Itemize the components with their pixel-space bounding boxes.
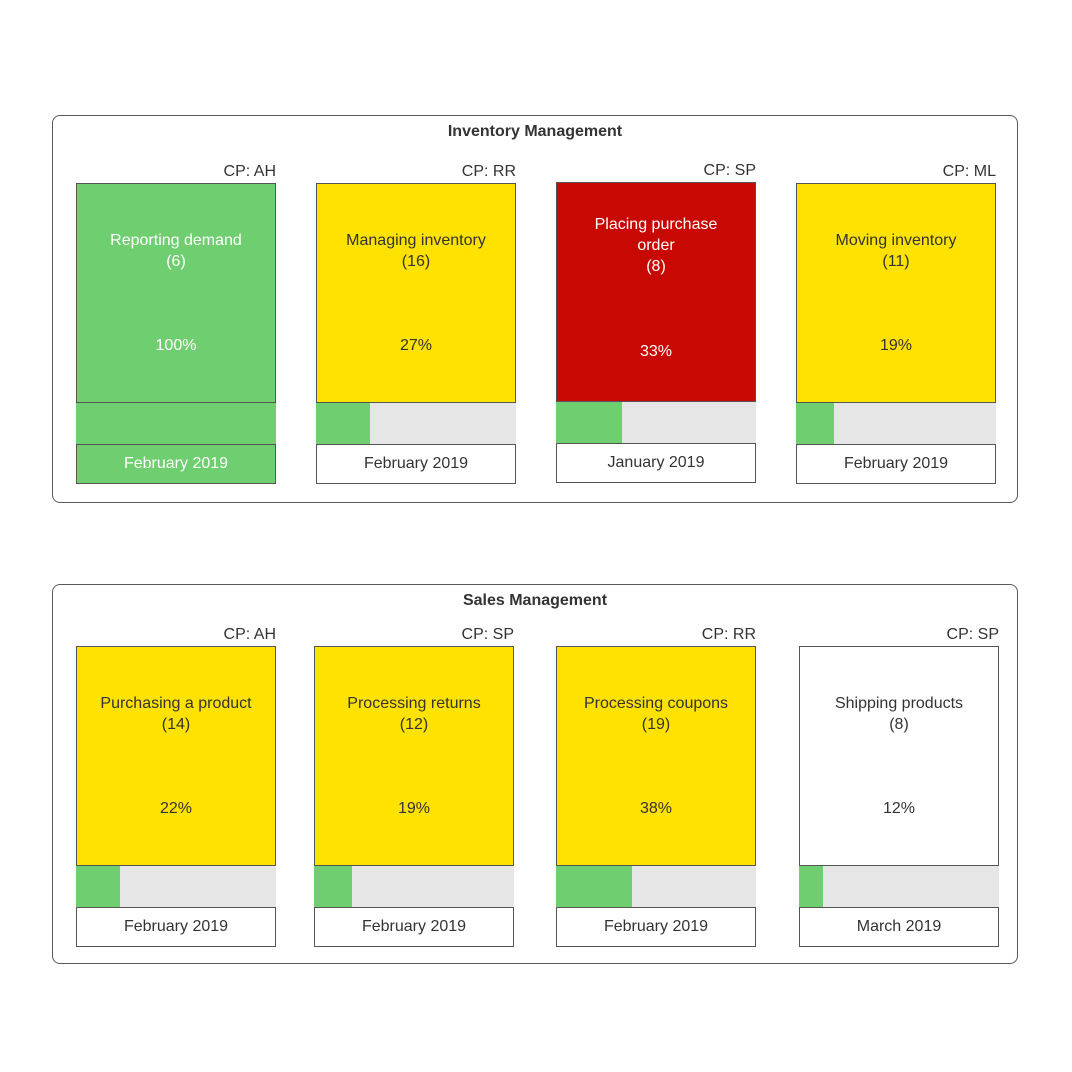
card-count: (16): [401, 253, 431, 270]
progress-bar: [799, 866, 999, 907]
progress-bar: [556, 866, 756, 907]
progress-fill: [76, 866, 120, 907]
card-status-box[interactable]: Reporting demand (6) 100%: [76, 183, 276, 403]
card-date: February 2019: [556, 907, 756, 947]
card-percent: 38%: [639, 800, 673, 817]
section-sales-management: Sales Management: [52, 584, 1018, 964]
progress-fill: [316, 403, 370, 444]
section-inventory-management: Inventory Management: [52, 115, 1018, 503]
progress-fill: [556, 866, 632, 907]
card-percent: 22%: [159, 800, 193, 817]
card-date: February 2019: [314, 907, 514, 947]
card-title: Managing inventory (16): [323, 230, 509, 272]
card-percent: 100%: [155, 337, 197, 354]
card-status-box[interactable]: Processing returns (12) 19%: [314, 646, 514, 866]
card-name: Purchasing a product: [100, 695, 252, 712]
progress-bar: [556, 402, 756, 443]
progress-bar: [76, 403, 276, 444]
progress-fill: [556, 402, 622, 443]
card-name: Placing purchase order: [594, 216, 718, 254]
card-date: February 2019: [316, 444, 516, 484]
card-title: Moving inventory (11): [803, 230, 989, 272]
card-date: March 2019: [799, 907, 999, 947]
card-owner-label: CP: AH: [223, 626, 276, 643]
card-percent: 27%: [399, 337, 433, 354]
card-date: February 2019: [796, 444, 996, 484]
card-name: Processing returns: [347, 695, 481, 712]
card-title: Shipping products (8): [806, 693, 992, 735]
progress-fill: [799, 866, 823, 907]
progress-fill: [796, 403, 834, 444]
progress-bar: [316, 403, 516, 444]
progress-bar: [76, 866, 276, 907]
card-date: February 2019: [76, 444, 276, 484]
card-title: Processing returns (12): [321, 693, 507, 735]
card-title: Placing purchase order (8): [577, 214, 735, 277]
card-owner-label: CP: ML: [942, 163, 996, 180]
card-count: (14): [161, 716, 191, 733]
card-name: Processing coupons: [583, 695, 729, 712]
card-percent: 12%: [882, 800, 916, 817]
card-date: January 2019: [556, 443, 756, 483]
card-title: Reporting demand (6): [83, 230, 269, 272]
card-name: Reporting demand: [110, 232, 242, 249]
card-count: (6): [166, 253, 186, 270]
card-count: (8): [889, 716, 909, 733]
card-status-box[interactable]: Moving inventory (11) 19%: [796, 183, 996, 403]
card-name: Moving inventory: [835, 232, 957, 249]
card-percent: 19%: [397, 800, 431, 817]
progress-bar: [314, 866, 514, 907]
card-owner-label: CP: SP: [703, 162, 756, 179]
card-status-box[interactable]: Processing coupons (19) 38%: [556, 646, 756, 866]
card-count: (12): [399, 716, 429, 733]
card-status-box[interactable]: Purchasing a product (14) 22%: [76, 646, 276, 866]
card-owner-label: CP: SP: [946, 626, 999, 643]
card-percent: 19%: [879, 337, 913, 354]
card-owner-label: CP: SP: [461, 626, 514, 643]
card-owner-label: CP: RR: [461, 163, 516, 180]
progress-fill: [314, 866, 352, 907]
section-title: Inventory Management: [447, 123, 623, 140]
card-status-box[interactable]: Managing inventory (16) 27%: [316, 183, 516, 403]
section-title: Sales Management: [462, 592, 608, 609]
card-title: Processing coupons (19): [563, 693, 749, 735]
card-owner-label: CP: RR: [701, 626, 756, 643]
card-count: (19): [641, 716, 671, 733]
card-status-box[interactable]: Shipping products (8) 12%: [799, 646, 999, 866]
progress-fill: [76, 403, 276, 444]
card-date: February 2019: [76, 907, 276, 947]
card-count: (8): [646, 258, 666, 275]
card-status-box[interactable]: Placing purchase order (8) 33%: [556, 182, 756, 402]
progress-bar: [796, 403, 996, 444]
card-percent: 33%: [639, 343, 673, 360]
card-count: (11): [882, 253, 910, 270]
card-title: Purchasing a product (14): [83, 693, 269, 735]
card-owner-label: CP: AH: [223, 163, 276, 180]
card-name: Managing inventory: [346, 232, 486, 249]
card-name: Shipping products: [834, 695, 964, 712]
